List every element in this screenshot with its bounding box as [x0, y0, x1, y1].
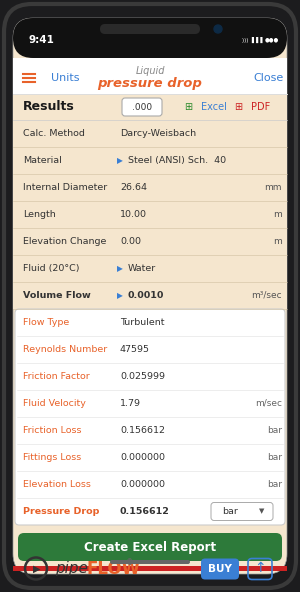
FancyBboxPatch shape [110, 560, 190, 564]
Text: 0.000000: 0.000000 [120, 480, 165, 489]
Bar [13, 147, 287, 174]
Text: .000: .000 [132, 102, 152, 111]
Text: Create Excel Report: Create Excel Report [84, 540, 216, 554]
Text: pipe: pipe [55, 561, 88, 576]
Text: ↑: ↑ [254, 561, 266, 575]
Bar [13, 120, 287, 147]
Text: ●●●: ●●● [265, 37, 279, 43]
Text: bar: bar [267, 453, 282, 462]
Text: m: m [273, 237, 282, 246]
Text: Elevation Change: Elevation Change [23, 237, 106, 246]
Text: ▶: ▶ [33, 564, 41, 574]
Bar [13, 174, 287, 201]
Text: Water: Water [128, 264, 156, 273]
Text: m/sec: m/sec [255, 399, 282, 408]
Text: bar: bar [222, 507, 238, 516]
Text: Calc. Method: Calc. Method [23, 129, 85, 138]
Text: bar: bar [267, 480, 282, 489]
Text: 10.00: 10.00 [120, 210, 147, 219]
Text: ▶: ▶ [117, 291, 123, 300]
FancyBboxPatch shape [18, 533, 282, 561]
Text: mm: mm [265, 183, 282, 192]
Bar [13, 566, 287, 571]
Text: Steel (ANSI) Sch.  40: Steel (ANSI) Sch. 40 [128, 156, 226, 165]
Text: Friction Factor: Friction Factor [23, 372, 90, 381]
Text: )))  ▌▌▌: ))) ▌▌▌ [242, 37, 265, 43]
FancyBboxPatch shape [201, 558, 239, 580]
Text: 0.025999: 0.025999 [120, 372, 165, 381]
Text: 47595: 47595 [120, 345, 150, 354]
Text: ▶: ▶ [117, 264, 123, 273]
Bar [13, 201, 287, 228]
Bar [13, 228, 287, 255]
Text: PDF: PDF [251, 102, 270, 112]
Text: Units: Units [51, 73, 79, 83]
Text: ®: ® [126, 558, 134, 567]
Text: Pressure Drop: Pressure Drop [23, 507, 99, 516]
Text: Reynolds Number: Reynolds Number [23, 345, 107, 354]
Bar [13, 94, 287, 120]
Text: FLOW: FLOW [86, 559, 140, 578]
Bar [13, 282, 287, 309]
Text: Turbulent: Turbulent [120, 318, 164, 327]
Circle shape [214, 25, 222, 33]
Text: 0.156612: 0.156612 [120, 507, 170, 516]
FancyBboxPatch shape [211, 503, 273, 520]
Bar [13, 58, 287, 62]
Text: 0.156612: 0.156612 [120, 426, 165, 435]
Text: 1.79: 1.79 [120, 399, 141, 408]
Text: ▶: ▶ [117, 156, 123, 165]
Text: Fluid Velocity: Fluid Velocity [23, 399, 86, 408]
Text: 0.000000: 0.000000 [120, 453, 165, 462]
Text: m³/sec: m³/sec [251, 291, 282, 300]
Text: ⊞: ⊞ [234, 102, 242, 112]
Text: Material: Material [23, 156, 62, 165]
Text: Flow Type: Flow Type [23, 318, 69, 327]
FancyBboxPatch shape [15, 309, 285, 525]
Text: Fluid (20°C): Fluid (20°C) [23, 264, 80, 273]
Text: Elevation Loss: Elevation Loss [23, 480, 91, 489]
FancyBboxPatch shape [13, 18, 287, 58]
Text: 0.00: 0.00 [120, 237, 141, 246]
Text: Friction Loss: Friction Loss [23, 426, 82, 435]
FancyBboxPatch shape [122, 98, 162, 116]
Bar [13, 255, 287, 282]
Text: 9:41: 9:41 [28, 35, 54, 45]
Text: pressure drop: pressure drop [98, 76, 202, 89]
Text: Darcy-Weisbach: Darcy-Weisbach [120, 129, 196, 138]
Text: Results: Results [23, 101, 75, 114]
Text: Close: Close [254, 73, 284, 83]
FancyBboxPatch shape [13, 18, 287, 574]
Text: Excel: Excel [201, 102, 227, 112]
Text: ⊞: ⊞ [184, 102, 192, 112]
Text: 0.0010: 0.0010 [128, 291, 164, 300]
Text: Length: Length [23, 210, 56, 219]
Text: Fittings Loss: Fittings Loss [23, 453, 81, 462]
Bar [13, 62, 287, 94]
Text: bar: bar [267, 426, 282, 435]
Bar [13, 566, 287, 571]
Text: Volume Flow: Volume Flow [23, 291, 91, 300]
FancyBboxPatch shape [100, 24, 200, 34]
FancyBboxPatch shape [4, 4, 296, 588]
Text: m: m [273, 210, 282, 219]
Text: 26.64: 26.64 [120, 183, 147, 192]
Text: ▼: ▼ [259, 509, 265, 514]
Text: Internal Diameter: Internal Diameter [23, 183, 107, 192]
Text: BUY: BUY [208, 564, 232, 574]
Text: Liquid: Liquid [135, 66, 165, 76]
